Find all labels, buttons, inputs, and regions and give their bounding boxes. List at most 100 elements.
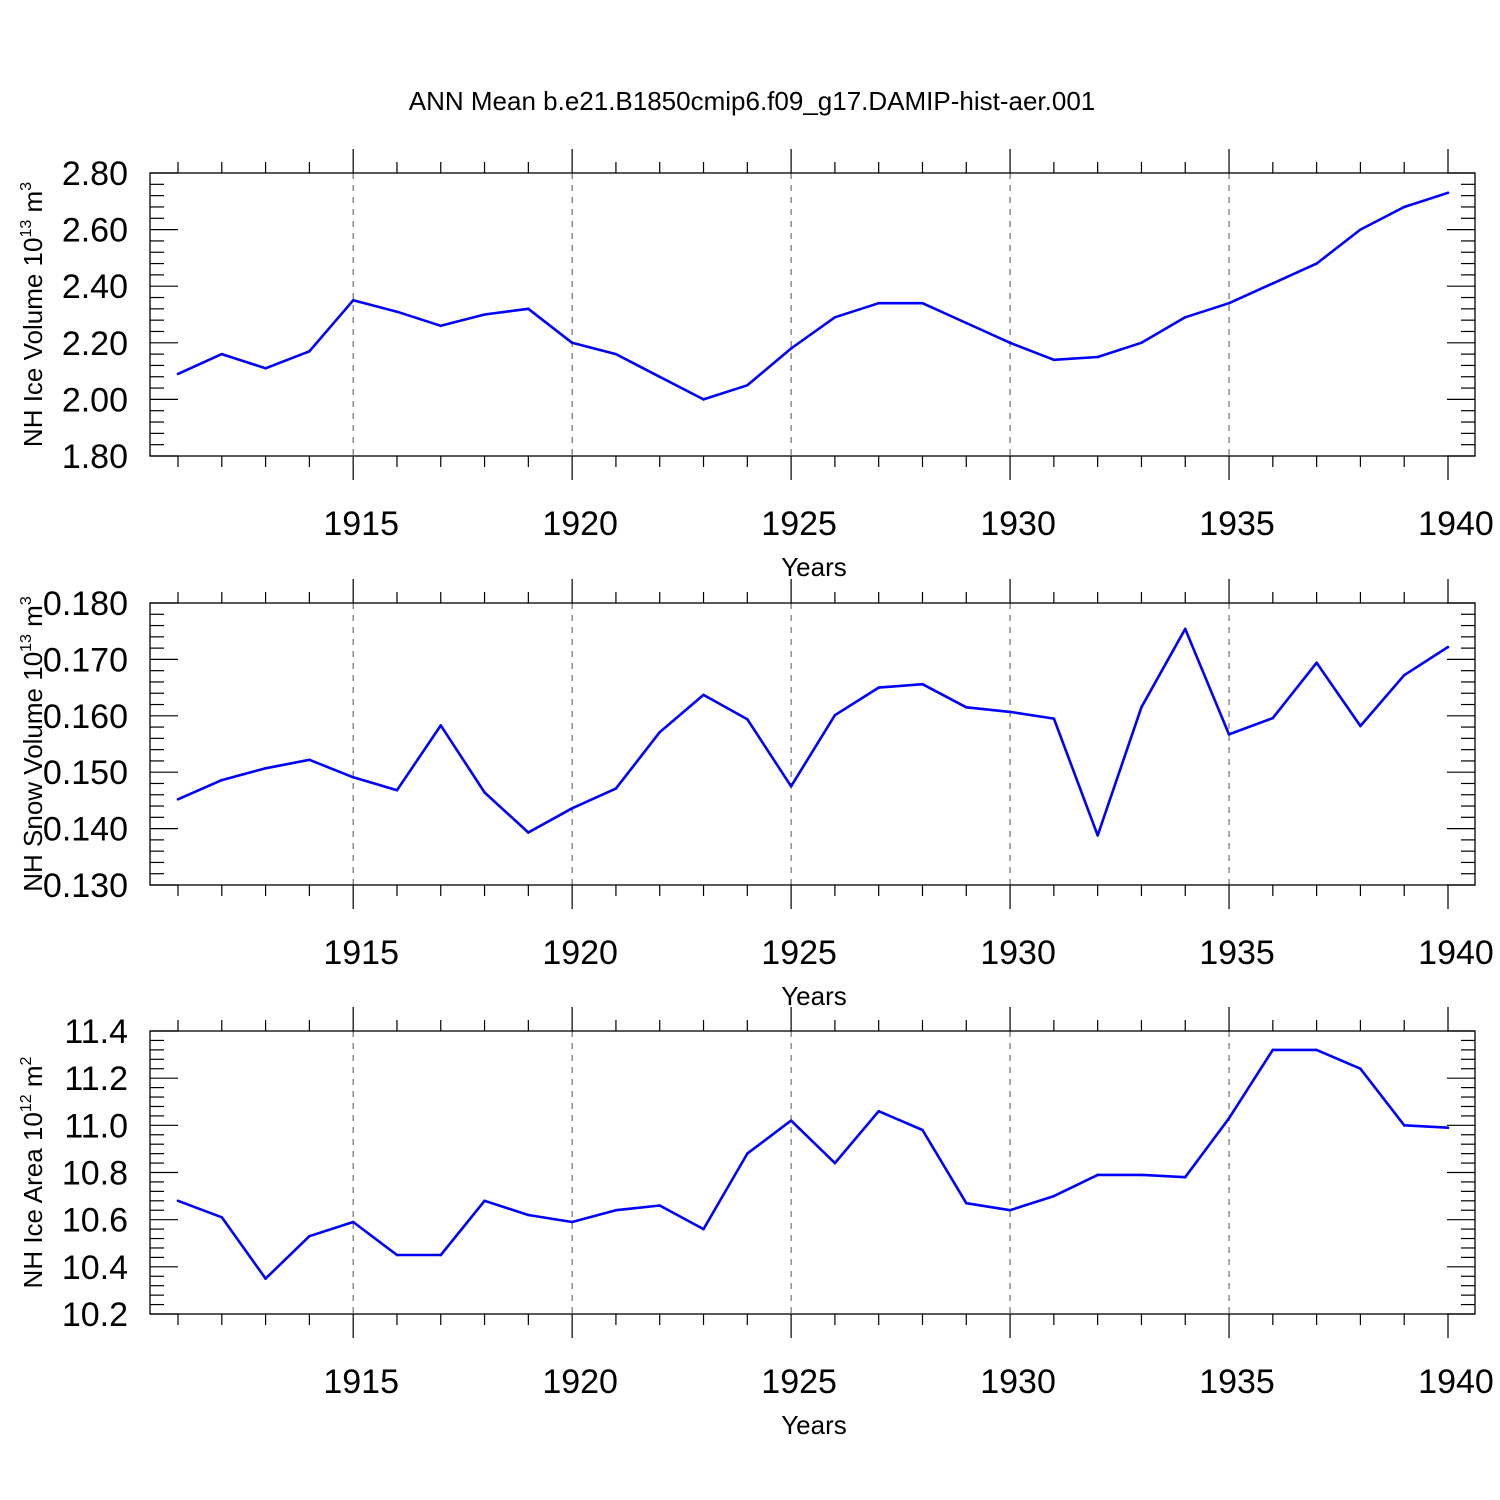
data-point — [658, 375, 662, 379]
data-point — [1446, 1126, 1450, 1129]
x-tick-label: 1915 — [323, 1363, 399, 1401]
data-point — [964, 706, 968, 709]
data-point — [746, 1152, 749, 1155]
data-point — [833, 713, 837, 717]
data-point — [614, 1208, 618, 1212]
y-axis-label: NH Ice Area 1012 m2 — [18, 1056, 48, 1288]
y-axis-label: NH Ice Volume 1013 m3 — [18, 182, 48, 447]
data-point — [527, 307, 530, 311]
y-tick-label: 2.40 — [62, 268, 128, 306]
x-tick-label: 1940 — [1418, 1363, 1494, 1401]
data-point — [877, 1109, 880, 1113]
data-point — [702, 398, 705, 401]
chart-panel-1: 1915 1920 1925 1930 1935 1940 1.80 2.00 2.20 2.40… — [18, 149, 1494, 582]
data-point — [614, 787, 618, 790]
data-point — [1227, 1116, 1231, 1120]
data-point — [921, 682, 924, 686]
y-tick-label: 0.170 — [43, 641, 128, 679]
panels: 1915 1920 1925 1930 1935 1940 1.80 2.00 2.20 2.40… — [18, 149, 1494, 1440]
x-tick-label: 1940 — [1418, 505, 1494, 543]
y-tick-label: 0.140 — [43, 811, 128, 849]
data-point — [1271, 282, 1275, 285]
x-tick-label: 1915 — [323, 934, 399, 972]
data-point — [658, 730, 662, 734]
y-tick-label: 0.180 — [43, 585, 128, 623]
data-point — [1140, 706, 1143, 709]
data-point — [1402, 205, 1406, 209]
plot-frame — [149, 172, 1476, 457]
y-tick-label: 0.160 — [43, 698, 128, 736]
data-point — [351, 775, 355, 779]
data-point — [1140, 1173, 1143, 1177]
x-axis-label: Years — [781, 1410, 847, 1440]
x-tick-label: 1915 — [323, 505, 399, 543]
data-point — [1227, 301, 1231, 305]
data-point — [658, 1204, 662, 1207]
data-point — [483, 1199, 486, 1203]
data-point — [395, 310, 399, 313]
data-point — [264, 366, 267, 370]
data-point — [1183, 627, 1187, 631]
x-tick-label: 1930 — [980, 934, 1056, 972]
data-point — [702, 1227, 705, 1231]
data-point — [1140, 341, 1143, 345]
data-point — [220, 352, 224, 356]
data-point — [1096, 1173, 1099, 1177]
data-series-line — [177, 1048, 1449, 1280]
x-tick-label: 1930 — [980, 1363, 1056, 1401]
x-tick-label: 1925 — [761, 1363, 837, 1401]
data-point — [1227, 733, 1231, 736]
data-point — [439, 724, 443, 727]
x-axis-label: Years — [781, 552, 847, 582]
data-point — [921, 1128, 924, 1132]
data-point — [264, 766, 267, 770]
data-point — [1052, 717, 1056, 720]
y-tick-label: 2.20 — [62, 325, 128, 363]
x-tick-label: 1920 — [542, 1363, 618, 1401]
data-point — [1008, 1208, 1012, 1212]
x-tick-label: 1930 — [980, 505, 1056, 543]
chart-panel-3: 1915 1920 1925 1930 1935 1940 10.2 10.4 10.6 10.8… — [18, 1007, 1494, 1440]
y-axis-label: NH Snow Volume 1013 m3 — [18, 596, 48, 892]
data-point — [527, 1213, 530, 1217]
y-tick-label: 11.4 — [64, 1013, 128, 1051]
data-point — [1402, 673, 1406, 677]
y-tick-label: 2.60 — [62, 212, 128, 250]
data-point — [964, 321, 968, 325]
data-point — [1183, 316, 1187, 319]
data-point — [351, 299, 355, 302]
data-point — [176, 797, 180, 801]
data-point — [1096, 834, 1099, 837]
data-point — [1183, 1175, 1187, 1179]
x-tick-label: 1920 — [542, 934, 618, 972]
data-point — [1008, 341, 1012, 345]
x-tick-label: 1935 — [1199, 934, 1275, 972]
data-point — [1052, 358, 1056, 362]
data-point — [439, 1253, 443, 1257]
data-point — [1359, 1067, 1362, 1071]
data-series-line — [177, 191, 1449, 401]
data-series-line — [177, 627, 1449, 837]
data-point — [483, 791, 486, 794]
data-point — [614, 352, 618, 356]
y-tick-label: 2.80 — [62, 155, 128, 193]
data-point — [308, 758, 311, 762]
data-point — [833, 316, 837, 319]
data-point — [1446, 191, 1450, 195]
y-tick-label: 10.2 — [62, 1296, 128, 1334]
data-point — [176, 372, 180, 376]
data-point — [1446, 645, 1450, 649]
data-point — [395, 1253, 399, 1257]
data-point — [1052, 1194, 1056, 1198]
data-point — [1359, 724, 1362, 728]
y-tick-label: 0.150 — [43, 754, 128, 792]
figure-title: ANN Mean b.e21.B1850cmip6.f09_g17.DAMIP-… — [409, 86, 1096, 116]
data-point — [1271, 1048, 1275, 1052]
data-point — [1096, 355, 1099, 359]
data-point — [1402, 1124, 1406, 1127]
data-point — [439, 324, 443, 328]
data-point — [1315, 661, 1318, 665]
x-tick-label: 1925 — [761, 505, 837, 543]
x-tick-label: 1925 — [761, 934, 837, 972]
